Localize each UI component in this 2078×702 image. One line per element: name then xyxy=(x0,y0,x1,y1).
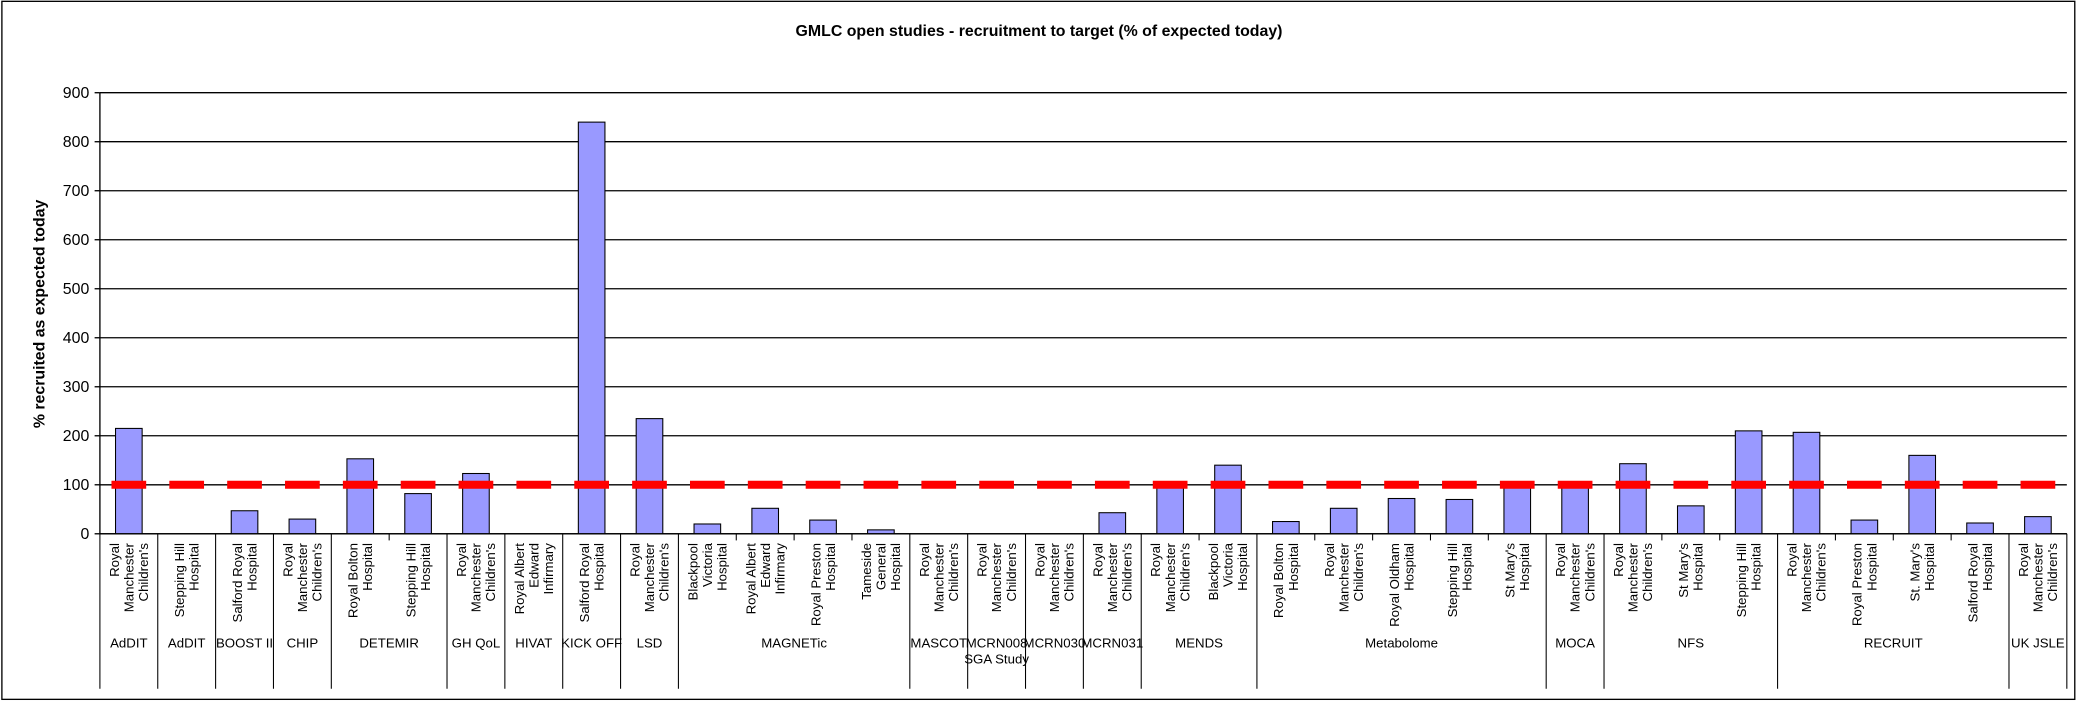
bar xyxy=(1503,484,1532,535)
x-tick-label: TamesideGeneralHospital xyxy=(859,543,903,600)
y-tick-label: 700 xyxy=(63,183,90,200)
bar xyxy=(693,523,722,535)
y-tick-label: 0 xyxy=(80,526,89,543)
bar xyxy=(1619,463,1647,535)
x-tick-label: RoyalManchesterChildren's xyxy=(917,542,961,612)
group-label: MASCOT xyxy=(910,636,967,651)
group-label: MOCA xyxy=(1555,636,1595,651)
group-label: DETEMIR xyxy=(359,636,419,651)
x-tick-label: Royal BoltonHospital xyxy=(1271,543,1301,618)
x-tick-label: RoyalManchesterChildren's xyxy=(628,542,672,612)
bar xyxy=(1329,507,1358,535)
bar xyxy=(2024,516,2052,535)
x-tick-label: BlackpoolVictoriaHospital xyxy=(685,542,729,600)
group-label: MCRN030 xyxy=(1024,636,1086,651)
x-tick-label: Royal AlbertEdwardInfirmary xyxy=(743,543,787,615)
x-tick-label: RoyalManchesterChildren's xyxy=(1785,542,1829,612)
group-label: HIVAT xyxy=(515,636,552,651)
x-tick-label: Stepping HillHospital xyxy=(172,543,202,617)
x-tick-label: BlackpoolVictoriaHospital xyxy=(1206,542,1250,600)
bar xyxy=(404,493,432,535)
group-label: MENDS xyxy=(1175,636,1223,651)
y-tick-label: 600 xyxy=(63,232,90,249)
bar xyxy=(635,418,664,535)
y-tick-label: 200 xyxy=(63,428,90,445)
x-tick-label: RoyalManchesterChildren's xyxy=(1148,542,1192,612)
bar xyxy=(1098,512,1127,535)
bar xyxy=(1850,519,1879,535)
group-label: NFS xyxy=(1678,636,1705,651)
y-tick-label: 900 xyxy=(63,85,90,102)
group-label: LSD xyxy=(637,636,663,651)
y-tick-label: 100 xyxy=(63,477,90,494)
x-tick-label: RoyalManchesterChildren's xyxy=(1322,542,1366,612)
x-tick-label: Royal PrestonHospital xyxy=(808,543,838,626)
x-tick-label: Royal PrestonHospital xyxy=(1850,543,1880,626)
x-tick-label: RoyalManchesterChildren's xyxy=(1033,542,1077,612)
bar xyxy=(577,121,606,535)
x-tick-label: RoyalManchesterChildren's xyxy=(107,542,151,612)
bar xyxy=(1561,481,1589,535)
group-label: GH QoL xyxy=(452,636,501,651)
group-label: KICK OFF xyxy=(561,636,622,651)
y-tick-label: 500 xyxy=(63,281,90,298)
bar xyxy=(346,458,375,535)
bar xyxy=(1387,497,1416,535)
bar xyxy=(751,507,780,535)
y-tick-label: 400 xyxy=(63,330,90,347)
group-label: MCRN031 xyxy=(1081,636,1143,651)
bar xyxy=(288,518,317,535)
bar xyxy=(1908,454,1937,535)
bar xyxy=(1676,505,1705,535)
group-label: RECRUIT xyxy=(1864,636,1923,651)
bar xyxy=(1272,521,1300,535)
x-tick-label: Stepping HillHospital xyxy=(1445,543,1475,617)
y-tick-label: 300 xyxy=(63,379,90,396)
x-tick-label: RoyalManchesterChildren's xyxy=(1090,542,1134,612)
group-label: AdDIT xyxy=(110,636,148,651)
x-tick-label: RoyalManchesterChildren's xyxy=(454,542,498,612)
y-axis-label: % recruited as expected today xyxy=(31,199,48,428)
bar xyxy=(1445,498,1474,535)
x-tick-label: Salford RoyalHospital xyxy=(577,543,607,623)
x-tick-label: St Mary'sHospital xyxy=(1676,543,1706,598)
group-label: MAGNETic xyxy=(761,636,827,651)
x-tick-label: RoyalManchesterChildren's xyxy=(1611,542,1655,612)
x-tick-label: Stepping HillHospital xyxy=(403,543,433,617)
group-label: MCRN008 SGA Study xyxy=(964,636,1029,667)
bar xyxy=(230,510,259,535)
x-tick-label: St Mary'sHospital xyxy=(1503,543,1533,598)
bar xyxy=(1156,484,1184,535)
bar xyxy=(809,519,837,535)
x-tick-label: St. Mary'sHospital xyxy=(1908,543,1938,602)
x-tick-label: Stepping HillHospital xyxy=(1734,543,1764,617)
x-tick-label: RoyalManchesterChildren's xyxy=(280,542,324,612)
x-tick-label: Royal OldhamHospital xyxy=(1387,543,1417,627)
bar xyxy=(1214,464,1242,535)
x-tick-label: Salford RoyalHospital xyxy=(1965,543,1995,623)
bar xyxy=(1966,522,1994,535)
x-tick-label: Royal BoltonHospital xyxy=(346,543,376,618)
group-label: AdDIT xyxy=(168,636,206,651)
group-label: UK JSLE xyxy=(2011,636,2065,651)
chart-title: GMLC open studies - recruitment to targe… xyxy=(796,23,1283,40)
x-tick-label: RoyalManchesterChildren's xyxy=(975,542,1019,612)
x-tick-label: Royal AlbertEdwardInfirmary xyxy=(512,543,556,615)
group-label: CHIP xyxy=(287,636,319,651)
x-tick-label: RoyalManchesterChildren's xyxy=(2016,542,2060,612)
x-tick-label: RoyalManchesterChildren's xyxy=(1553,542,1597,612)
y-tick-label: 800 xyxy=(63,134,90,151)
x-tick-label: Salford RoyalHospital xyxy=(230,543,260,623)
group-label: Metabolome xyxy=(1365,636,1438,651)
group-label: BOOST II xyxy=(216,636,273,651)
